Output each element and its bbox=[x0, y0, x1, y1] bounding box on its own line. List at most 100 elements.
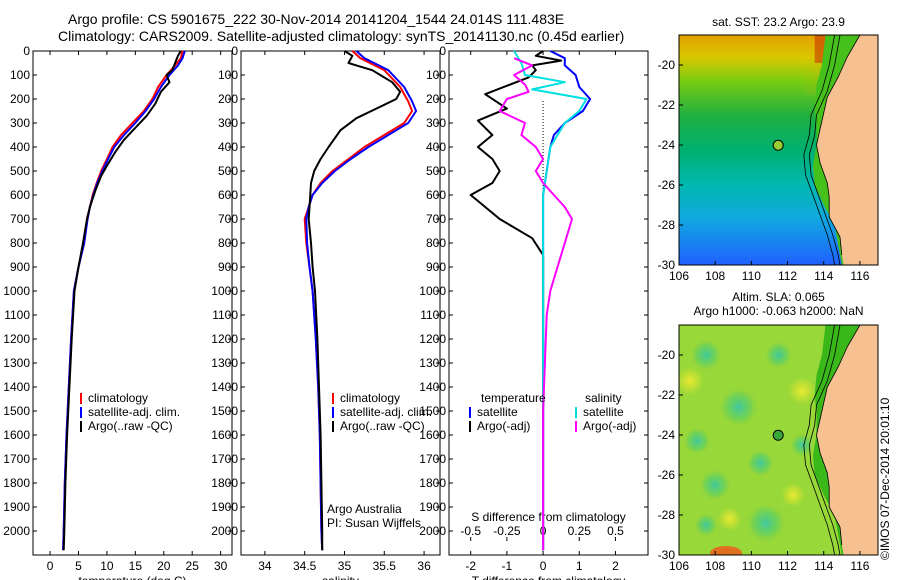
y-tick-label: 1800 bbox=[211, 476, 238, 490]
sla-eddy bbox=[699, 469, 732, 501]
series-magenta bbox=[498, 57, 573, 551]
series-black bbox=[469, 50, 563, 551]
map-title: sat. SST: 23.2 Argo: 23.9 bbox=[712, 15, 845, 29]
y-tick-label: 1800 bbox=[3, 476, 30, 490]
map-y-tick-label: -30 bbox=[658, 548, 676, 562]
y-tick-label: 1100 bbox=[420, 308, 446, 322]
y-tick-label: 1900 bbox=[211, 500, 238, 514]
y-tick-label: 600 bbox=[10, 188, 30, 202]
series-black bbox=[62, 50, 182, 551]
argo-location-marker bbox=[772, 429, 784, 441]
y-tick-label: 1700 bbox=[419, 452, 446, 466]
map-y-tick-label: -26 bbox=[658, 178, 676, 192]
y-tick-label: 100 bbox=[218, 68, 238, 82]
annotation-text: PI: Susan Wijffels bbox=[327, 516, 421, 530]
isobath-line bbox=[803, 325, 835, 555]
y-tick-label: 800 bbox=[426, 236, 446, 250]
x-tick-label: 5 bbox=[75, 559, 82, 573]
map-x-tick-label: 108 bbox=[705, 269, 725, 283]
y-tick-label: 0 bbox=[439, 44, 446, 58]
y-tick-label: 1300 bbox=[419, 356, 446, 370]
x-tick-label: 35 bbox=[338, 559, 352, 573]
y-tick-label: 2000 bbox=[3, 524, 30, 538]
y-tick-label: 0 bbox=[23, 44, 30, 58]
y-tick-label: 300 bbox=[426, 116, 446, 130]
land-mass bbox=[816, 325, 878, 555]
annotation-text: Argo Australia bbox=[327, 502, 402, 516]
map-panel-1: 106 108 110 112 114 116 -20 -22 -24 -26 -28 -30 sat.… bbox=[658, 15, 879, 283]
series-black bbox=[307, 50, 402, 551]
sla-peak bbox=[710, 546, 743, 555]
argo-location-marker bbox=[772, 139, 784, 151]
legend-label: salinity bbox=[585, 391, 622, 405]
map-x-tick-label: 116 bbox=[850, 269, 869, 283]
sla-eddy bbox=[746, 449, 775, 477]
sla-high bbox=[788, 377, 817, 405]
map-y-tick-label: -28 bbox=[658, 218, 676, 232]
y-tick-label: 800 bbox=[10, 236, 30, 250]
y-tick-label: 900 bbox=[218, 260, 238, 274]
sla-eddy bbox=[690, 339, 723, 371]
map-y-tick-label: -20 bbox=[658, 58, 676, 72]
y-tick-label: 700 bbox=[218, 212, 238, 226]
legend-label: Argo(..raw -QC) bbox=[88, 419, 173, 433]
x-tick-label: -2 bbox=[465, 559, 476, 573]
y-tick-label: 1500 bbox=[211, 404, 238, 418]
land-mass bbox=[816, 35, 878, 265]
map-y-tick-label: -28 bbox=[658, 508, 676, 522]
y-tick-label: 2000 bbox=[211, 524, 238, 538]
coastline bbox=[816, 35, 861, 256]
map-y-tick-label: -24 bbox=[658, 428, 676, 442]
x-tick-label: 25 bbox=[186, 559, 200, 573]
y-tick-label: 1500 bbox=[419, 404, 446, 418]
sla-high bbox=[780, 483, 805, 507]
y-tick-label: 700 bbox=[426, 212, 446, 226]
profile-panel-2: 0 100 200 300 400 500 600 700 800 900 1000 1100 1200… bbox=[211, 44, 441, 580]
isobath-line bbox=[803, 35, 835, 265]
map-title: Argo h1000: -0.063 h2000: NaN bbox=[693, 304, 863, 318]
map-x-tick-label: 108 bbox=[705, 559, 725, 573]
y-tick-label: 300 bbox=[10, 116, 30, 130]
map-frame bbox=[678, 324, 879, 556]
legend-label: satellite bbox=[477, 405, 518, 419]
y-tick-label: 1300 bbox=[3, 356, 30, 370]
y-tick-label: 0 bbox=[231, 44, 238, 58]
x-axis-label: salinity bbox=[322, 574, 359, 580]
map-y-tick-label: -22 bbox=[658, 388, 676, 402]
map-x-tick-label: 114 bbox=[814, 269, 833, 283]
x-axis-label: T difference from climatology bbox=[472, 574, 626, 580]
y-tick-label: 1000 bbox=[211, 284, 238, 298]
legend-label: Argo(-adj) bbox=[477, 419, 530, 433]
x-tick-label: 0 bbox=[540, 559, 547, 573]
y-tick-label: 1900 bbox=[3, 500, 30, 514]
plot-frame bbox=[240, 50, 441, 556]
sla-high bbox=[679, 367, 704, 395]
map-y-tick-label: -26 bbox=[658, 468, 676, 482]
coastline bbox=[816, 325, 861, 546]
y-tick-label: 2000 bbox=[419, 524, 446, 538]
y-tick-label: 1200 bbox=[3, 332, 30, 346]
y-tick-label: 400 bbox=[426, 140, 446, 154]
y-tick-label: 1200 bbox=[419, 332, 446, 346]
x-axis-label: temperature (deg C) bbox=[78, 574, 186, 580]
x-tick-label: 30 bbox=[214, 559, 228, 573]
y-tick-label: 1600 bbox=[419, 428, 446, 442]
map-frame bbox=[678, 34, 879, 266]
map-field bbox=[679, 325, 878, 555]
map-x-tick-label: 116 bbox=[850, 559, 869, 573]
map-x-tick-label: 110 bbox=[742, 559, 761, 573]
map-y-tick-label: -30 bbox=[658, 258, 676, 272]
legend-label: climatology bbox=[88, 391, 148, 405]
y-tick-label: 1100 bbox=[4, 308, 30, 322]
x-tick-label: 15 bbox=[129, 559, 143, 573]
header-line-2: Climatology: CARS2009. Satellite-adjuste… bbox=[58, 28, 625, 44]
y-tick-label: 1400 bbox=[419, 380, 446, 394]
map-x-tick-label: 112 bbox=[778, 559, 797, 573]
x-tick-label: 10 bbox=[100, 559, 114, 573]
map-x-tick-label: 106 bbox=[669, 559, 689, 573]
y-tick-label: 300 bbox=[218, 116, 238, 130]
y-tick-label: 100 bbox=[426, 68, 446, 82]
x-tick-label: -1 bbox=[502, 559, 513, 573]
x-tick-label: 35.5 bbox=[373, 559, 397, 573]
